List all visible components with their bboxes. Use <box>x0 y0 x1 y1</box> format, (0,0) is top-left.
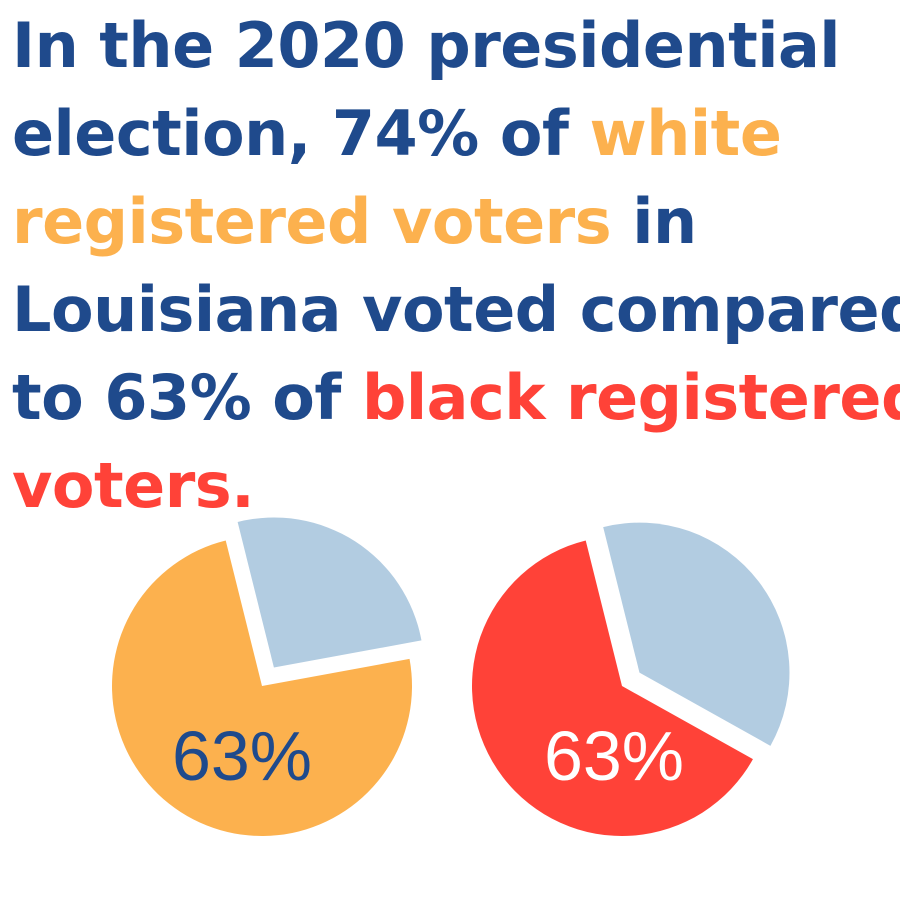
headline-line: to 63% of black registered <box>12 354 900 442</box>
pie-data-label: 63% <box>544 717 684 795</box>
headline-segment-accent-white: white <box>589 97 782 170</box>
pie-slice-voted <box>112 540 413 837</box>
headline-line: In the 2020 presidential <box>12 2 892 90</box>
headline-segment-primary: Louisiana voted compared <box>12 273 900 346</box>
headline-segment-accent-black: voters. <box>12 449 255 522</box>
headline-line: voters. <box>12 442 892 530</box>
pie-slice-did-not-vote <box>237 517 422 668</box>
headline-segment-primary: in <box>611 185 697 258</box>
pie-chart-black: 63% <box>472 522 790 837</box>
headline-segment-primary: to 63% of <box>12 361 362 434</box>
headline-segment-primary: election, 74% of <box>12 97 590 170</box>
pie-slice-voted <box>472 540 753 837</box>
pie-slice-did-not-vote <box>603 522 790 746</box>
headline-line: Louisiana voted compared <box>12 266 900 354</box>
headline-line: election, 74% of white <box>12 90 892 178</box>
pie-chart-white: 63% <box>112 517 422 837</box>
pie-data-label: 63% <box>172 717 312 795</box>
headline-segment-accent-white: registered voters <box>12 185 612 258</box>
headline-segment-primary: In the 2020 presidential <box>12 9 841 82</box>
headline-segment-accent-black: black registered <box>361 361 900 434</box>
headline: In the 2020 presidential election, 74% of… <box>12 2 900 530</box>
headline-line: registered voters in <box>12 178 892 266</box>
